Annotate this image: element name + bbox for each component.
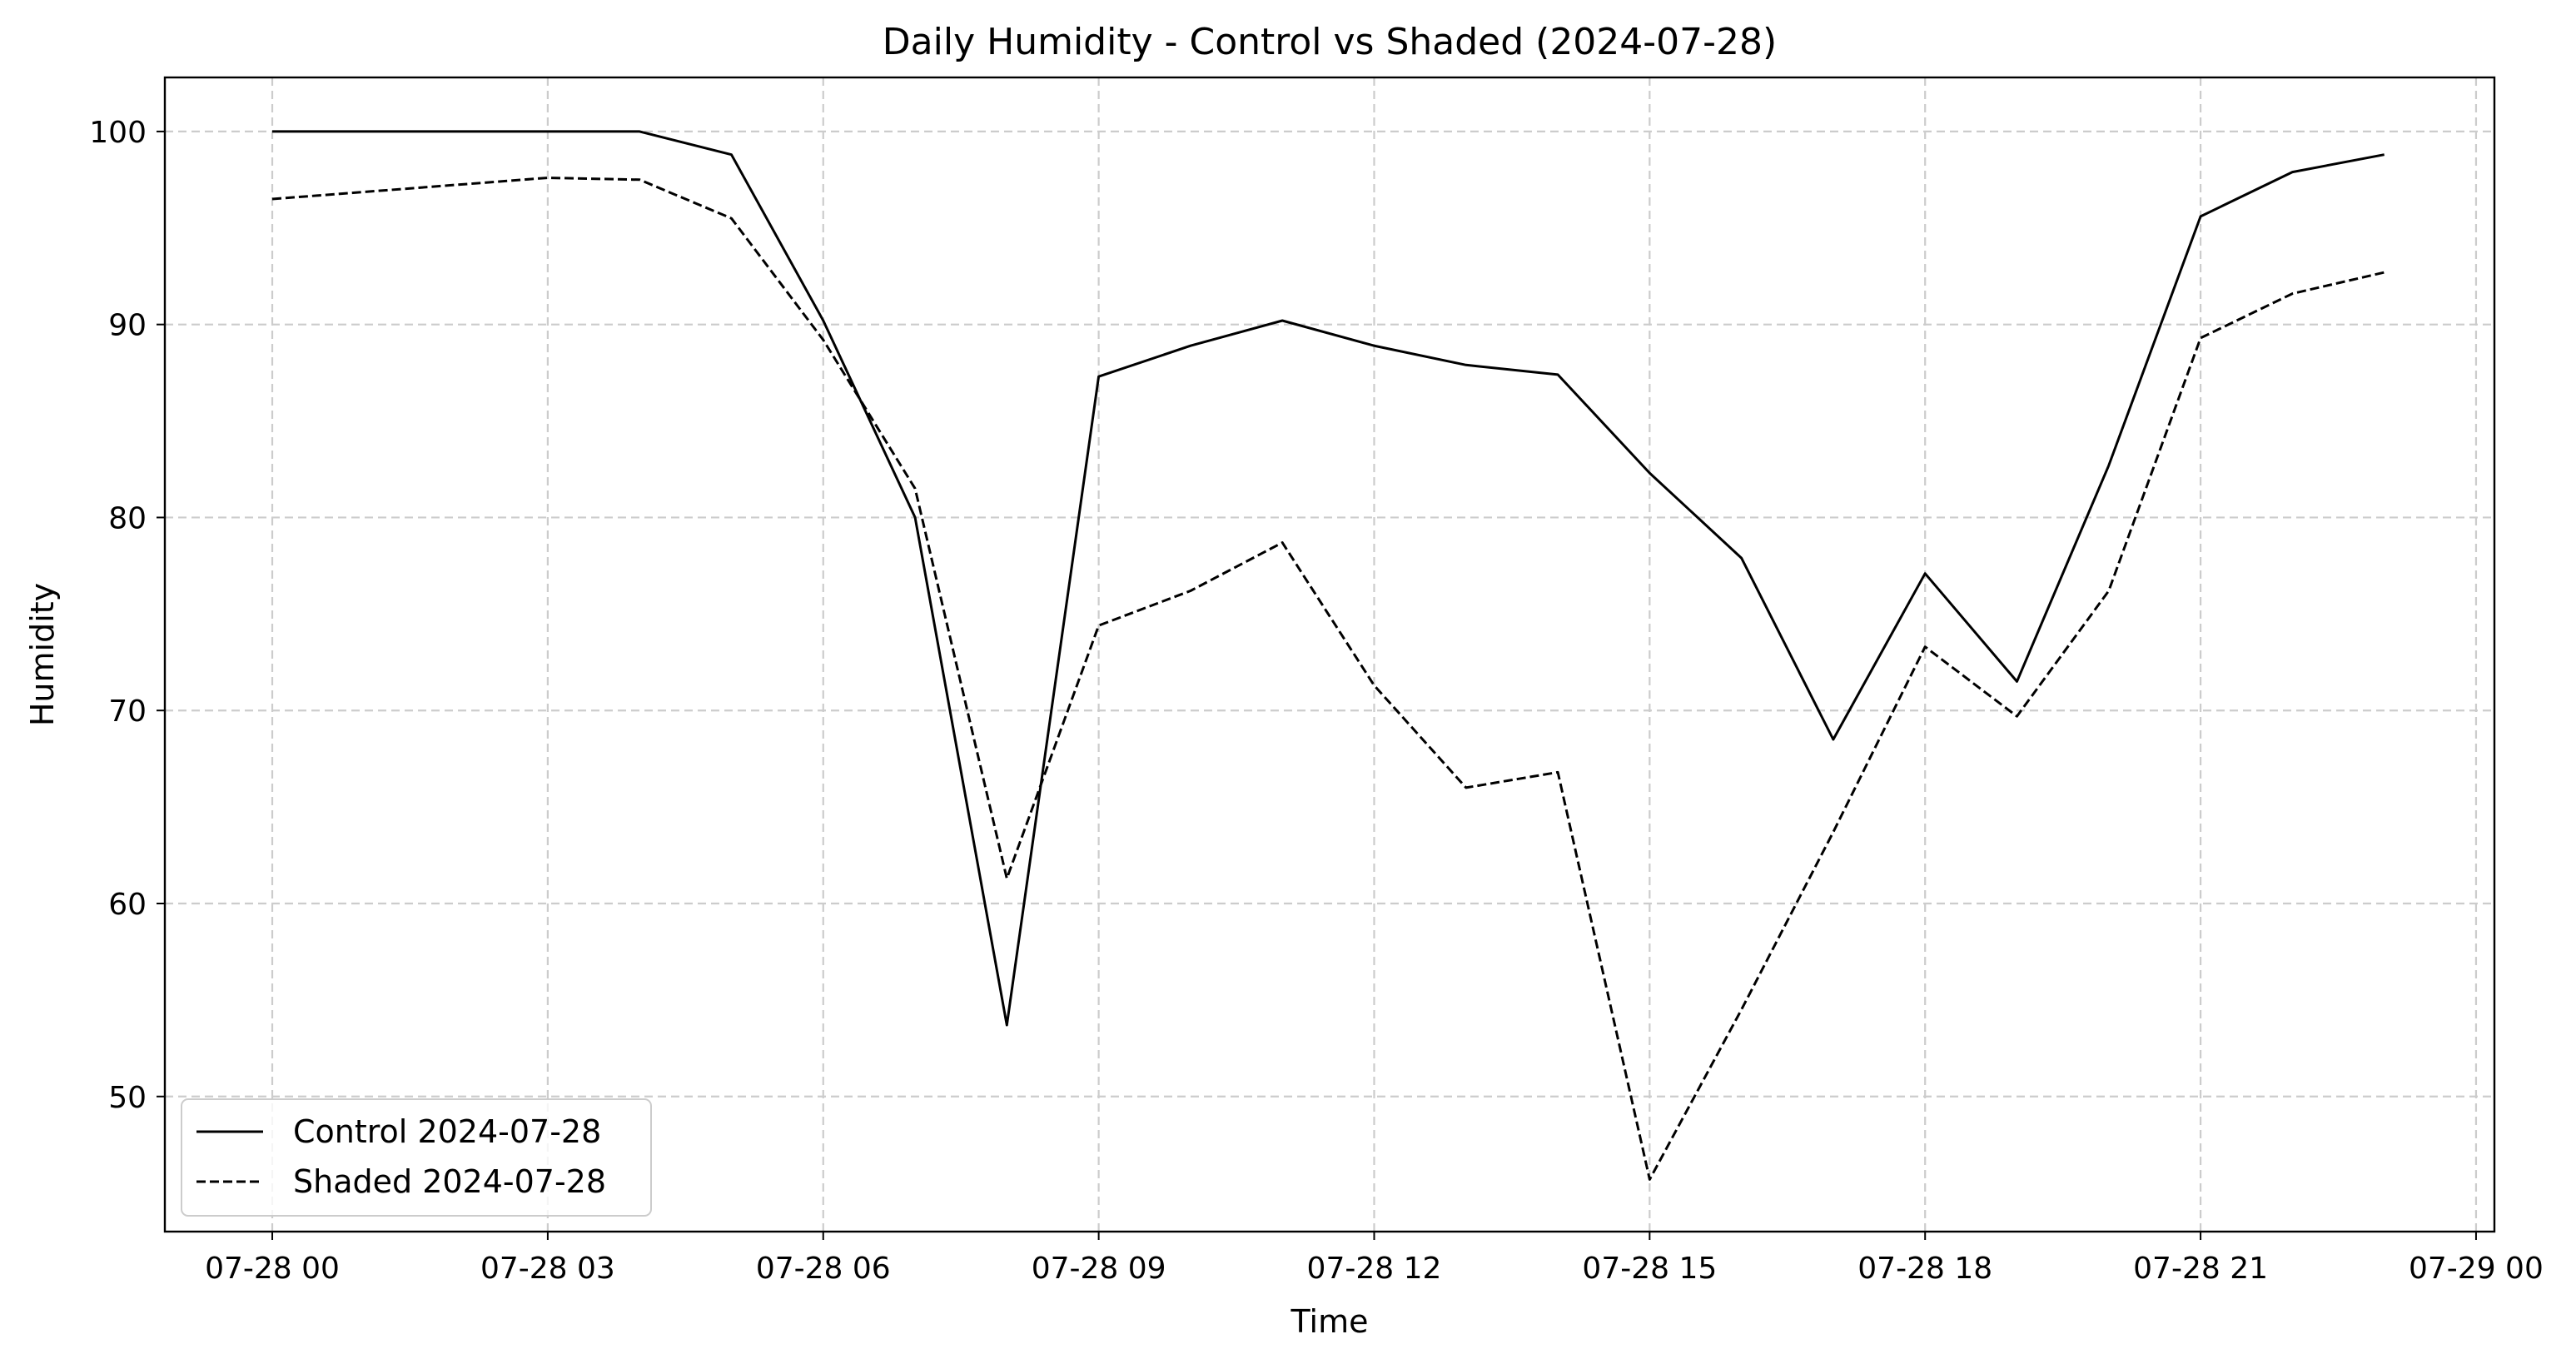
x-tick-label: 07-28 09 <box>1032 1252 1166 1286</box>
legend-label-control: Control 2024-07-28 <box>293 1113 601 1150</box>
x-tick-label: 07-28 12 <box>1307 1252 1442 1286</box>
chart-title: Daily Humidity - Control vs Shaded (2024… <box>883 21 1777 63</box>
series-line-control <box>272 130 2385 1027</box>
x-tick-label: 07-28 15 <box>1582 1252 1717 1286</box>
y-axis-label: Humidity <box>24 583 61 726</box>
y-tick-label: 80 <box>108 501 147 535</box>
x-tick-label: 07-28 21 <box>2133 1252 2268 1286</box>
plot-frame <box>163 76 2496 1233</box>
x-tick-label: 07-28 06 <box>756 1252 891 1286</box>
grid <box>165 77 2494 1232</box>
x-tick-label: 07-29 00 <box>2409 1252 2544 1286</box>
x-axis-label: Time <box>1290 1303 1369 1340</box>
x-tick-label: 07-28 00 <box>205 1252 340 1286</box>
y-tick-label: 70 <box>108 694 147 729</box>
legend-label-shaded: Shaded 2024-07-28 <box>293 1163 606 1200</box>
y-tick-label: 60 <box>108 888 147 922</box>
legend-box <box>181 1098 652 1217</box>
legend: Control 2024-07-28 Shaded 2024-07-28 <box>181 1098 652 1217</box>
y-tick-label: 50 <box>108 1081 147 1115</box>
x-tick-label: 07-28 03 <box>480 1252 615 1286</box>
series-layer <box>271 130 2385 1181</box>
axis-ticks: 07-28 00 07-28 03 07-28 06 07-28 09 07-28 12… <box>89 116 2544 1286</box>
y-tick-label: 90 <box>108 309 147 343</box>
y-tick-label: 100 <box>89 116 147 150</box>
x-tick-label: 07-28 18 <box>1857 1252 1992 1286</box>
